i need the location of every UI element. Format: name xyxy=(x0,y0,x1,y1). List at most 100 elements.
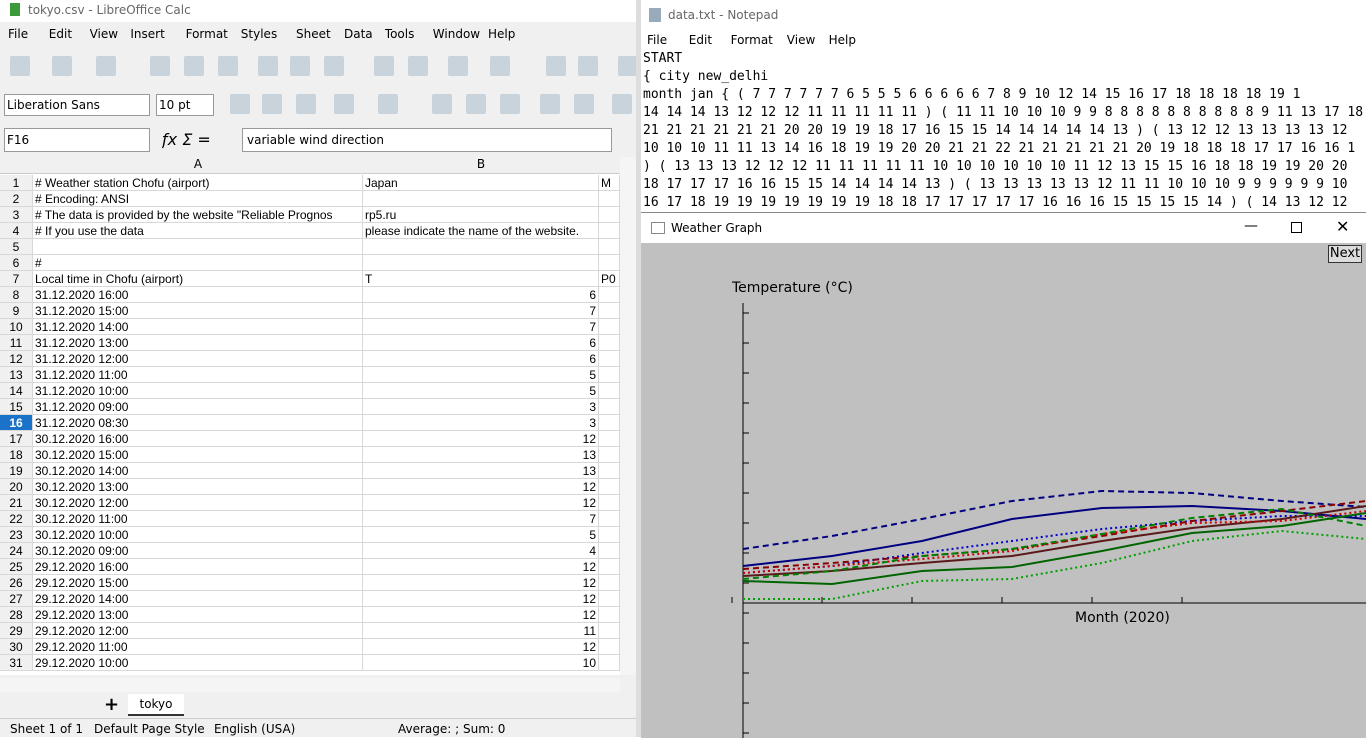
row-header[interactable]: 19 xyxy=(0,463,33,479)
cell[interactable]: M xyxy=(599,175,620,191)
sheet-tab[interactable]: tokyo xyxy=(128,694,184,716)
cell[interactable]: 31.12.2020 11:00 xyxy=(33,367,363,383)
cell[interactable]: # The data is provided by the website "R… xyxy=(33,207,363,223)
toolbar-button[interactable] xyxy=(466,94,486,114)
cell[interactable]: 30.12.2020 11:00 xyxy=(33,511,363,527)
toolbar-button[interactable] xyxy=(612,94,632,114)
maximize[interactable] xyxy=(1291,222,1302,233)
toolbar-button[interactable] xyxy=(378,94,398,114)
row-header[interactable]: 2 xyxy=(0,191,33,207)
toolbar-button[interactable] xyxy=(490,56,510,76)
toolbar-button[interactable] xyxy=(296,94,316,114)
cell[interactable]: Japan xyxy=(363,175,599,191)
row-header[interactable]: 12 xyxy=(0,351,33,367)
menu-item[interactable]: File xyxy=(647,33,668,47)
cell[interactable]: 3 xyxy=(363,415,599,431)
cell[interactable] xyxy=(599,511,620,527)
toolbar-button[interactable] xyxy=(432,94,452,114)
toolbar-button[interactable] xyxy=(258,56,278,76)
toolbar-button[interactable] xyxy=(52,56,72,76)
row-header[interactable]: 17 xyxy=(0,431,33,447)
text-area[interactable]: START { city new_delhi month jan { ( 7 7 … xyxy=(643,50,1366,212)
cell[interactable] xyxy=(599,255,620,271)
row-header[interactable]: 11 xyxy=(0,335,33,351)
cell[interactable]: 12 xyxy=(363,639,599,655)
cell[interactable] xyxy=(599,447,620,463)
cell[interactable]: 29.12.2020 16:00 xyxy=(33,559,363,575)
cell[interactable]: 11 xyxy=(363,623,599,639)
toolbar-button[interactable] xyxy=(374,56,394,76)
cell[interactable]: 12 xyxy=(363,575,599,591)
menu-item[interactable]: Edit xyxy=(48,27,73,41)
cell[interactable] xyxy=(599,575,620,591)
row-header[interactable]: 1 xyxy=(0,175,33,191)
row-header[interactable]: 5 xyxy=(0,239,33,255)
menu-item[interactable]: Insert xyxy=(130,27,165,41)
toolbar-button[interactable] xyxy=(324,56,344,76)
cell[interactable]: 6 xyxy=(363,287,599,303)
cell[interactable]: 29.12.2020 11:00 xyxy=(33,639,363,655)
cell[interactable]: 12 xyxy=(363,591,599,607)
cell[interactable] xyxy=(599,239,620,255)
font-size-box[interactable]: 10 pt xyxy=(156,94,214,116)
cell[interactable] xyxy=(363,255,599,271)
toolbar-button[interactable] xyxy=(184,56,204,76)
cell[interactable] xyxy=(599,655,620,671)
toolbar-button[interactable] xyxy=(540,94,560,114)
cell[interactable] xyxy=(599,415,620,431)
column-header[interactable]: A xyxy=(33,157,364,174)
font-name-box[interactable]: Liberation Sans xyxy=(4,94,150,116)
cell[interactable] xyxy=(599,399,620,415)
cell[interactable] xyxy=(599,479,620,495)
row-header[interactable]: 27 xyxy=(0,591,33,607)
cell[interactable] xyxy=(599,431,620,447)
cell[interactable]: T xyxy=(363,271,599,287)
toolbar-button[interactable] xyxy=(408,56,428,76)
menu-item[interactable]: Edit xyxy=(688,33,713,47)
cell[interactable]: # Encoding: ANSI xyxy=(33,191,363,207)
cell[interactable]: # xyxy=(33,255,363,271)
row-header[interactable]: 14 xyxy=(0,383,33,399)
cell[interactable] xyxy=(599,303,620,319)
cell[interactable] xyxy=(599,287,620,303)
cell[interactable]: 6 xyxy=(363,351,599,367)
cell[interactable]: 12 xyxy=(363,479,599,495)
cell[interactable]: 12 xyxy=(363,431,599,447)
row-header[interactable]: 16 xyxy=(0,415,33,431)
cell[interactable]: 31.12.2020 08:30 xyxy=(33,415,363,431)
cell[interactable]: 30.12.2020 13:00 xyxy=(33,479,363,495)
cell[interactable] xyxy=(599,223,620,239)
cell[interactable]: 30.12.2020 14:00 xyxy=(33,463,363,479)
cell[interactable]: 12 xyxy=(363,495,599,511)
cell[interactable]: 6 xyxy=(363,335,599,351)
toolbar-button[interactable] xyxy=(262,94,282,114)
toolbar-button[interactable] xyxy=(500,94,520,114)
cell[interactable]: 30.12.2020 15:00 xyxy=(33,447,363,463)
toolbar-button[interactable] xyxy=(574,94,594,114)
cell[interactable]: 10 xyxy=(363,655,599,671)
cell[interactable] xyxy=(599,607,620,623)
cell[interactable]: 30.12.2020 09:00 xyxy=(33,543,363,559)
cell[interactable]: 12 xyxy=(363,607,599,623)
menu-item[interactable]: Format xyxy=(730,33,773,47)
menu-item[interactable]: Help xyxy=(828,33,856,47)
row-header[interactable]: 15 xyxy=(0,399,33,415)
cell[interactable] xyxy=(363,239,599,255)
toolbar-button[interactable] xyxy=(578,56,598,76)
row-header[interactable]: 10 xyxy=(0,319,33,335)
cell[interactable]: 7 xyxy=(363,319,599,335)
row-header[interactable]: 30 xyxy=(0,639,33,655)
cell[interactable] xyxy=(599,639,620,655)
cell[interactable]: 12 xyxy=(363,559,599,575)
menu-item[interactable]: Data xyxy=(344,27,373,41)
cell[interactable]: 29.12.2020 12:00 xyxy=(33,623,363,639)
menu-item[interactable]: Format xyxy=(185,27,228,41)
cell[interactable]: 5 xyxy=(363,527,599,543)
toolbar-button[interactable] xyxy=(618,56,638,76)
row-header[interactable]: 21 xyxy=(0,495,33,511)
cell[interactable]: 3 xyxy=(363,399,599,415)
toolbar-button[interactable] xyxy=(218,56,238,76)
row-header[interactable]: 20 xyxy=(0,479,33,495)
cell[interactable] xyxy=(599,367,620,383)
row-header[interactable]: 6 xyxy=(0,255,33,271)
